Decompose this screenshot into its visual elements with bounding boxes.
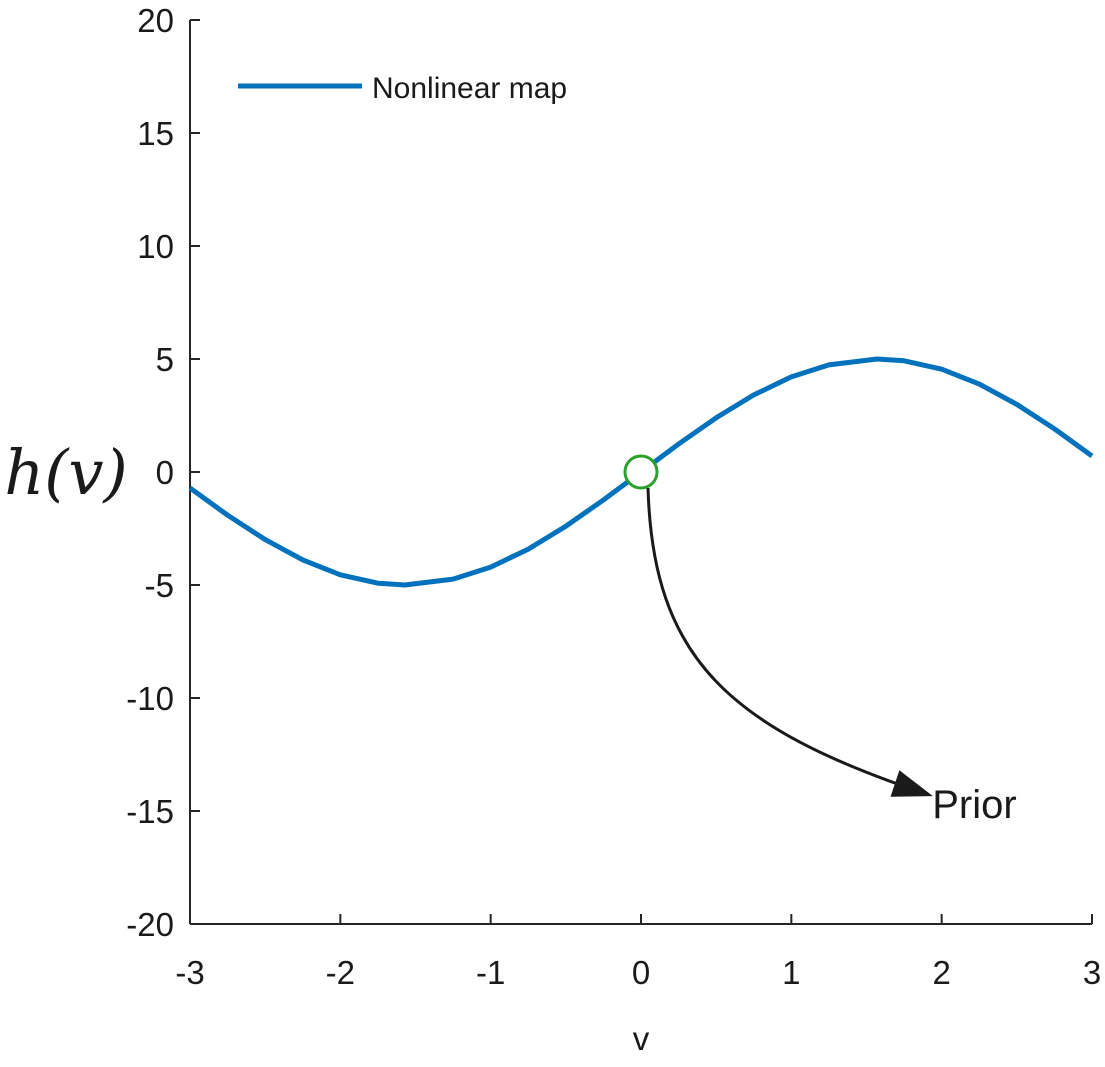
legend-label: Nonlinear map: [372, 72, 567, 105]
y-tick-label: 0: [156, 454, 174, 491]
annotation-arrow: [646, 487, 928, 796]
y-tick-label: -5: [145, 567, 174, 604]
y-axis-label: h(v): [4, 436, 127, 509]
y-tick-label: -15: [126, 793, 174, 830]
y-tick-label: 15: [137, 115, 174, 152]
y-tick-label: -10: [126, 680, 174, 717]
prior-marker: [623, 454, 659, 490]
annotation-arrowhead: [890, 770, 933, 797]
annotation-label-prior: Prior: [932, 783, 1016, 827]
legend: Nonlinear map: [238, 72, 567, 105]
x-tick-label: -3: [175, 954, 204, 991]
y-tick-label: -20: [126, 906, 174, 943]
x-tick-label: 0: [632, 954, 650, 991]
x-tick-label: -1: [476, 954, 505, 991]
x-axis-label: v: [633, 1020, 650, 1057]
y-tick-label: 5: [156, 341, 174, 378]
x-tick-label: 1: [782, 954, 800, 991]
marker-layer: [623, 454, 659, 490]
x-tick-label: 2: [932, 954, 950, 991]
y-tick-label: 20: [137, 2, 174, 39]
y-tick-label: 10: [137, 228, 174, 265]
x-tick-label: 3: [1083, 954, 1101, 991]
x-tick-label: -2: [326, 954, 355, 991]
annotation-layer: Prior: [646, 487, 1017, 827]
